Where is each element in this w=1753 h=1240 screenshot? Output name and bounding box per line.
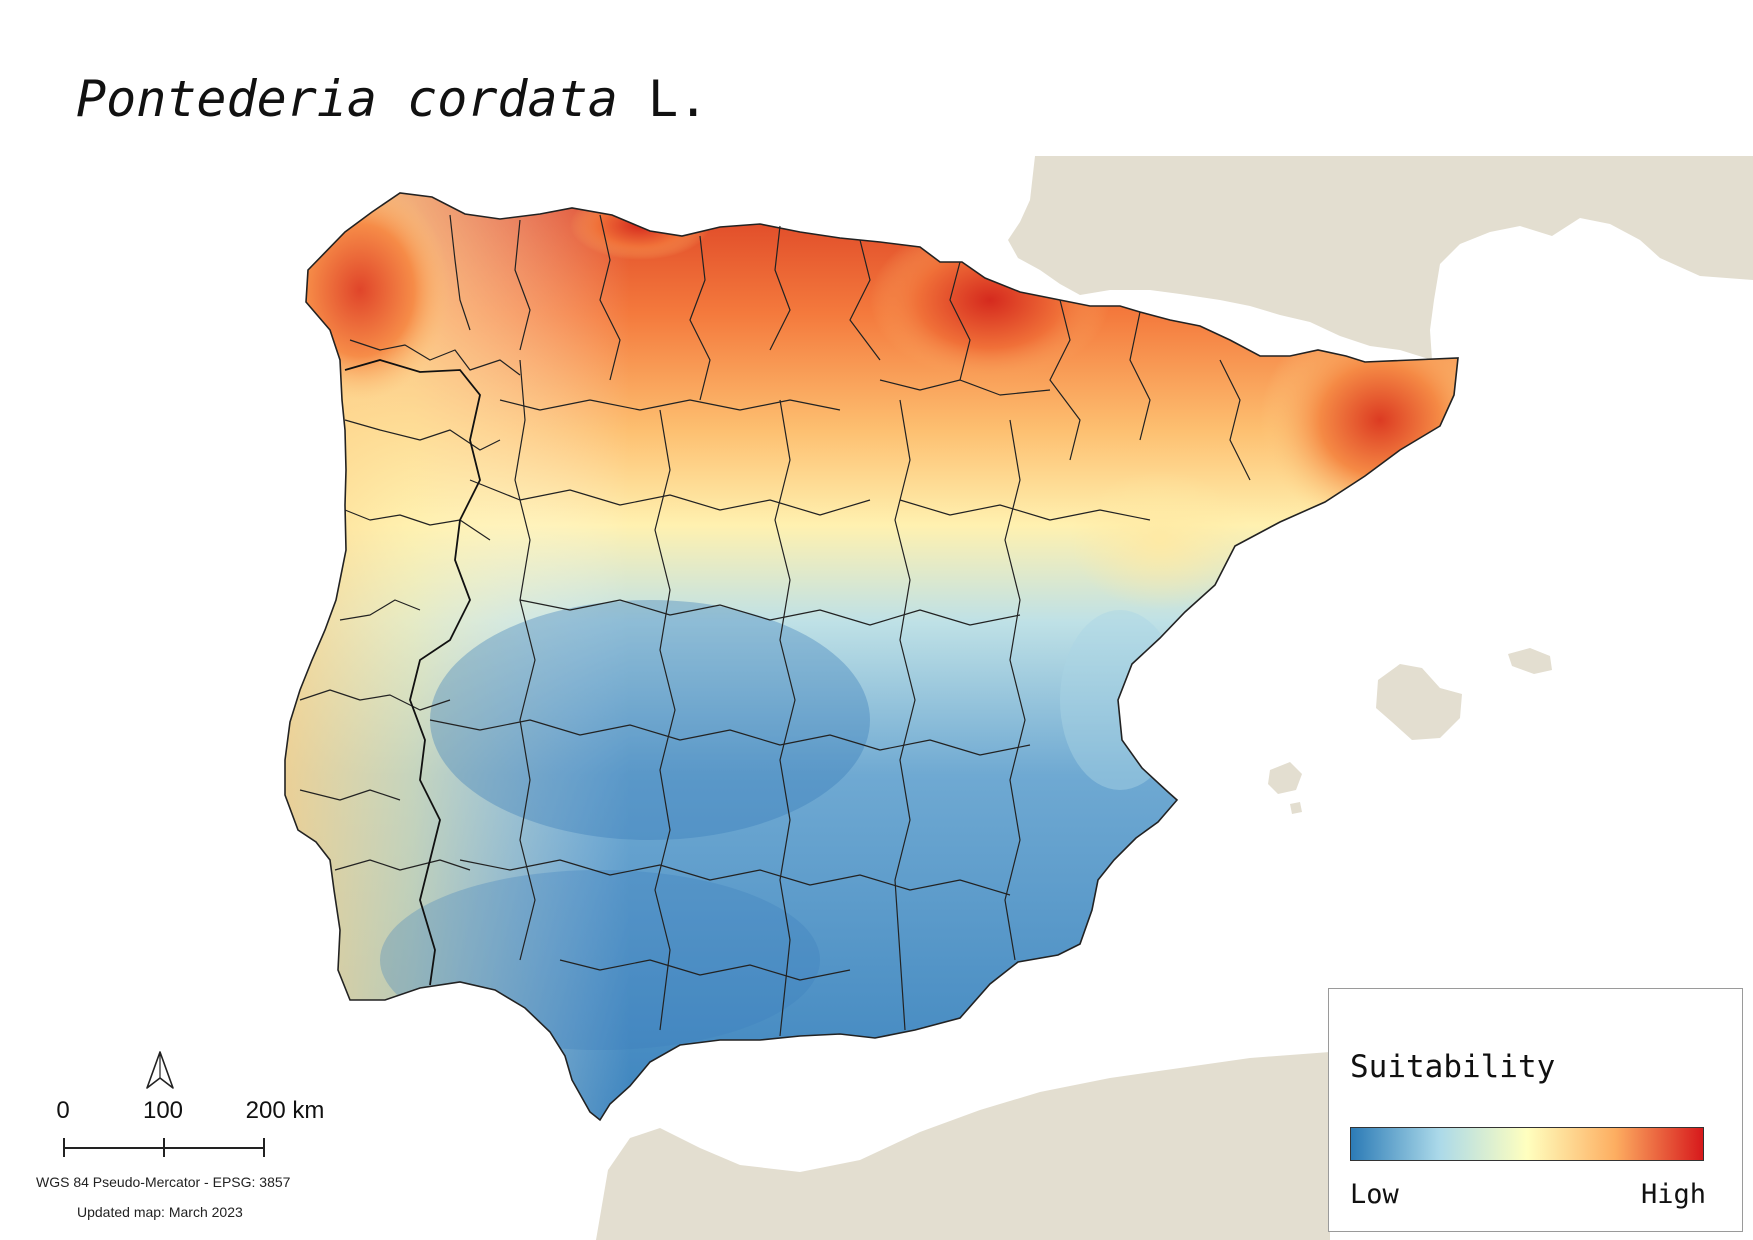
mallorca-island — [1376, 664, 1462, 740]
legend-color-ramp — [1350, 1127, 1704, 1161]
legend-title: Suitability — [1350, 1049, 1556, 1085]
map-title: Pontederia cordata L. — [76, 70, 708, 128]
portugal-border — [344, 359, 481, 986]
legend: Suitability Low High — [1328, 988, 1743, 1232]
species-name: Pontederia cordata — [76, 70, 618, 128]
iberia-coastline — [284, 192, 1459, 1122]
scale-bar: 0 100 200 km — [50, 1097, 350, 1157]
scale-tick — [163, 1138, 165, 1157]
north-arrow-icon — [146, 1051, 174, 1089]
crs-label: WGS 84 Pseudo-Mercator - EPSG: 3857 — [36, 1174, 291, 1190]
scale-label-100: 100 — [142, 1097, 184, 1124]
scale-tick — [263, 1138, 265, 1157]
species-authority: L. — [647, 70, 709, 128]
legend-low-label: Low — [1350, 1179, 1399, 1210]
scale-tick — [63, 1138, 65, 1157]
updated-date: Updated map: March 2023 — [77, 1204, 243, 1220]
formentera-island — [1290, 802, 1302, 814]
province-borders — [299, 214, 1251, 1037]
africa-landmass — [596, 1052, 1330, 1240]
scale-label-0: 0 — [56, 1097, 70, 1124]
france-landmass — [1008, 156, 1753, 360]
ibiza-island — [1268, 762, 1302, 794]
menorca-island — [1508, 648, 1552, 674]
scale-label-200: 200 km — [245, 1097, 325, 1124]
legend-high-label: High — [1641, 1179, 1707, 1210]
